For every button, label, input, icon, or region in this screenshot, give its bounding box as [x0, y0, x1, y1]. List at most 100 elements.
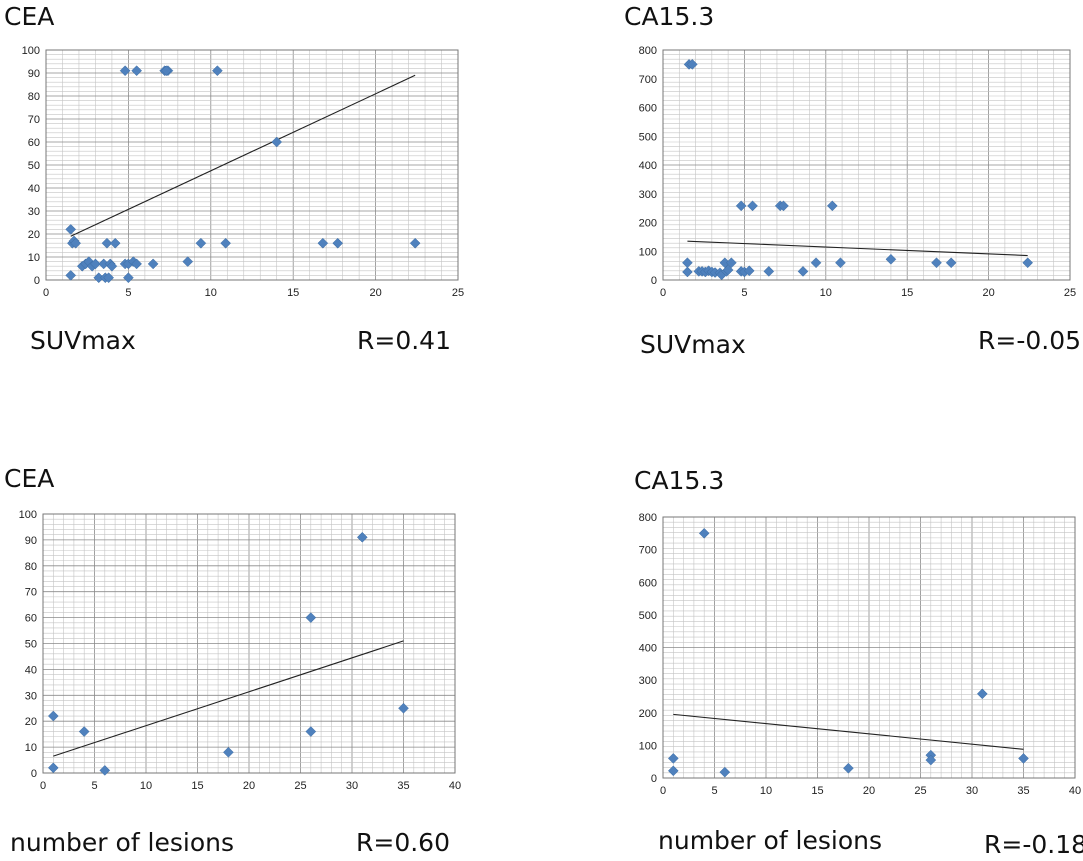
- x-tick-label: 10: [140, 780, 152, 792]
- x-tick-label: 5: [91, 780, 97, 792]
- data-point: [1022, 257, 1034, 269]
- y-tick-label: 0: [34, 275, 40, 287]
- y-tick-label: 60: [25, 613, 37, 625]
- x-tick-label: 25: [452, 287, 464, 299]
- data-point: [65, 270, 77, 281]
- y-tick-label: 100: [22, 45, 40, 57]
- y-tick-label: 100: [639, 246, 657, 258]
- data-point: [109, 237, 121, 249]
- data-point: [106, 260, 118, 272]
- y-tick-label: 200: [639, 218, 657, 230]
- x-tick-label: 35: [397, 780, 409, 792]
- data-point: [131, 258, 142, 270]
- trendline: [70, 74, 416, 237]
- data-point: [70, 237, 82, 249]
- data-point: [885, 253, 897, 265]
- y-tick-label: 70: [25, 587, 37, 599]
- y-tick-label: 80: [25, 561, 37, 573]
- data-point: [409, 237, 421, 249]
- x-tick-label: 5: [125, 287, 131, 299]
- y-tick-label: 80: [28, 91, 40, 103]
- data-point: [925, 754, 937, 766]
- y-tick-label: 200: [639, 708, 657, 720]
- y-tick-label: 500: [639, 131, 657, 143]
- correlation-label-cea-suvmax: R=0.41: [357, 326, 451, 355]
- grid: [662, 49, 1071, 281]
- y-tick-label: 40: [28, 183, 40, 195]
- x-tick-label: 10: [760, 785, 772, 797]
- y-tick-label: 20: [25, 716, 37, 728]
- x-tick-label: 20: [863, 785, 875, 797]
- x-tick-label: 0: [40, 780, 46, 792]
- y-tick-label: 500: [639, 610, 657, 622]
- grid: [42, 513, 456, 774]
- data-point: [686, 59, 698, 70]
- plot-area: [662, 516, 1076, 779]
- data-point: [131, 65, 142, 77]
- data-point: [195, 237, 207, 249]
- x-tick-label: 25: [914, 785, 926, 797]
- x-axis-label-suvmax: SUVmax: [640, 330, 746, 359]
- x-tick-label: 0: [660, 287, 666, 299]
- data-point: [667, 765, 679, 777]
- data-point: [271, 136, 283, 148]
- x-tick-label: 15: [191, 780, 203, 792]
- data-point: [1018, 753, 1029, 764]
- y-tick-label: 300: [639, 675, 657, 687]
- data-point: [101, 237, 113, 249]
- y-tick-label: 0: [651, 275, 657, 287]
- data-point: [220, 237, 231, 249]
- data-point: [332, 237, 344, 249]
- data-point: [317, 237, 329, 249]
- correlation-label-ca153-lesions: R=-0.18: [984, 830, 1083, 859]
- x-tick-label: 40: [449, 780, 461, 792]
- data-point: [99, 765, 111, 776]
- data-point: [726, 257, 737, 269]
- x-tick-label: 40: [1069, 785, 1081, 797]
- x-axis-label-suvmax: SUVmax: [30, 326, 136, 355]
- trendline: [687, 240, 1028, 257]
- y-tick-label: 600: [639, 577, 657, 589]
- y-tick-label: 0: [31, 768, 37, 780]
- correlation-label-cea-lesions: R=0.60: [356, 828, 450, 857]
- data-point: [90, 258, 101, 270]
- x-tick-label: 20: [243, 780, 255, 792]
- data-point: [47, 710, 59, 722]
- y-tick-label: 30: [28, 206, 40, 218]
- data-point: [682, 266, 693, 278]
- y-tick-label: 20: [28, 229, 40, 241]
- data-point: [119, 65, 131, 77]
- x-tick-label: 25: [1064, 287, 1076, 299]
- x-tick-label: 10: [820, 287, 832, 299]
- y-tick-label: 700: [639, 545, 657, 557]
- data-point: [212, 65, 223, 77]
- chart-title-ca153-suvmax: CA15.3: [624, 2, 715, 31]
- data-point: [722, 264, 734, 276]
- x-tick-label: 5: [711, 785, 717, 797]
- data-point: [743, 265, 755, 277]
- data-point: [797, 266, 809, 277]
- data-point: [103, 272, 114, 284]
- x-tick-label: 5: [741, 287, 747, 299]
- data-point: [843, 762, 854, 774]
- trendline: [673, 713, 1024, 750]
- correlation-label-ca153-suvmax: R=-0.05: [978, 326, 1082, 355]
- data-point: [223, 746, 234, 758]
- x-tick-label: 10: [205, 287, 217, 299]
- data-point: [698, 527, 710, 539]
- y-tick-label: 50: [25, 639, 37, 651]
- x-tick-label: 0: [43, 287, 49, 299]
- data-point: [182, 256, 194, 267]
- data-point: [47, 762, 59, 774]
- plot-area: [45, 49, 459, 281]
- grid: [45, 49, 459, 281]
- x-axis-label-number-of-lesions: number of lesions: [10, 828, 235, 857]
- x-axis-label-number-of-lesions: number of lesions: [658, 826, 883, 855]
- data-point: [945, 257, 957, 269]
- chart-title-ca153-lesions: CA15.3: [634, 466, 725, 495]
- data-point: [356, 531, 368, 543]
- y-tick-label: 800: [639, 512, 657, 524]
